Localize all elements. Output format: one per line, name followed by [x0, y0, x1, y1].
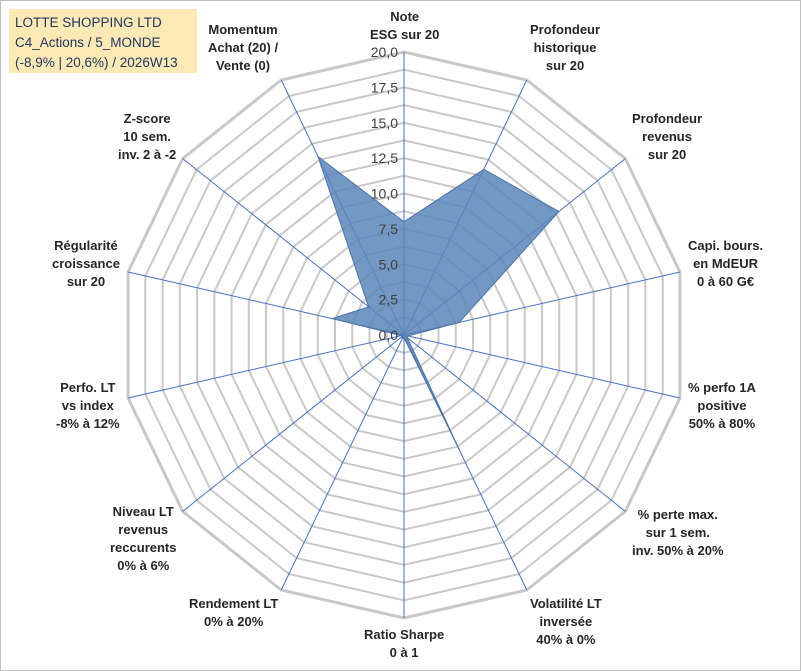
radar-spoke — [182, 334, 405, 512]
radar-data-point — [403, 221, 405, 223]
radar-tick-labels: 0,0 2,5 5,0 7,5 10,0 12,5 15,0 17,5 20,0 — [371, 44, 398, 343]
radar-axis-label: % perfo 1A positive 50% à 80% — [688, 380, 756, 431]
radar-axis-label: Régularité croissance sur 20 — [52, 238, 120, 289]
radar-axis-label: Ratio Sharpe 0 à 1 — [364, 627, 445, 660]
radar-data-point — [368, 306, 370, 308]
radar-tick-label: 10,0 — [371, 186, 398, 202]
radar-tick-label: 12,5 — [371, 150, 398, 166]
radar-axis-label: Perfo. LT vs index -8% à 12% — [56, 380, 120, 431]
radar-data-point — [401, 338, 403, 340]
title-company: LOTTE SHOPPING LTD — [15, 15, 162, 30]
radar-axis-label: Z-score 10 sem. inv. 2 à -2 — [118, 111, 177, 162]
radar-data-point — [331, 318, 333, 320]
radar-axis-label: Niveau LT revenus reccurents 0% à 6% — [110, 504, 177, 573]
radar-spoke — [182, 158, 405, 336]
radar-spoke — [403, 334, 626, 512]
radar-data-point — [458, 321, 460, 323]
radar-tick-label: 20,0 — [371, 44, 398, 60]
radar-axis-label: Profondeur revenus sur 20 — [632, 111, 703, 162]
radar-data-point — [406, 337, 408, 339]
radar-data-point — [317, 155, 319, 158]
radar-data-point — [558, 210, 560, 213]
radar-data-point — [403, 337, 405, 339]
radar-axis-label: Profondeur historique sur 20 — [530, 22, 601, 73]
radar-tick-label: 7,5 — [379, 221, 399, 237]
radar-axis-label: % perte max. sur 1 sem. inv. 50% à 20% — [632, 507, 724, 558]
radar-spoke — [280, 334, 405, 591]
radar-spoke — [403, 334, 681, 399]
radar-data-point — [401, 336, 403, 338]
radar-data-point — [400, 335, 402, 337]
radar-tick-label: 17,5 — [371, 79, 398, 95]
radar-data-point — [458, 449, 460, 451]
chart-title-box: LOTTE SHOPPING LTD C4_Actions / 5_MONDE … — [9, 9, 197, 73]
radar-axis-label: Rendement LT 0% à 20% — [189, 596, 279, 629]
radar-data-point — [407, 335, 409, 337]
title-category: C4_Actions / 5_MONDE — [15, 35, 161, 50]
radar-data-point — [483, 168, 485, 170]
radar-axis-label: Momentum Achat (20) / Vente (0) — [208, 22, 279, 73]
radar-axis-label: Note ESG sur 20 — [370, 9, 440, 42]
radar-spoke — [127, 334, 405, 399]
title-period: (-8,9% | 20,6%) / 2026W13 — [15, 55, 178, 70]
radar-series — [317, 155, 560, 451]
radar-axis-label: Volatilité LT inversée 40% à 0% — [530, 596, 602, 647]
radar-tick-label: 15,0 — [371, 115, 398, 131]
radar-tick-label: 2,5 — [379, 292, 399, 308]
radar-tick-label: 0,0 — [379, 327, 399, 343]
radar-axis-label: Capi. bours. en MdEUR 0 à 60 G€ — [688, 238, 764, 289]
radar-tick-label: 5,0 — [379, 256, 399, 272]
